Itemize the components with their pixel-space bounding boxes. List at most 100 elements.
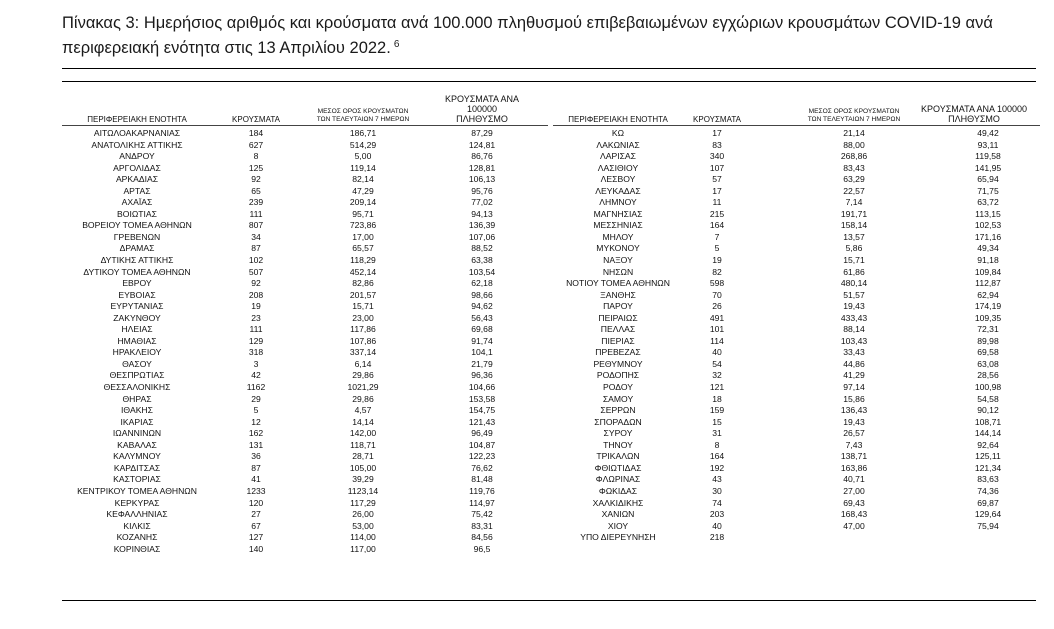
avg-cell: 83,43 xyxy=(843,162,865,173)
cases-cell: 102 xyxy=(248,255,264,266)
region-cell: ΣΕΡΡΩΝ xyxy=(600,405,636,416)
avg-cell: 723,86 xyxy=(349,220,377,231)
cases-cell: 82 xyxy=(712,266,722,277)
header-cases: ΚΡΟΥΣΜΑΤΑ xyxy=(232,115,280,124)
region-cell: ΑΡΤΑΣ xyxy=(123,185,151,196)
table-row: ΣΠΟΡΑΔΩΝ 15 19,43 108,71 xyxy=(553,417,1040,429)
header-avg: ΜΕΣΟΣ ΟΡΟΣ ΚΡΟΥΣΜΑΤΩΝ ΤΩΝ ΤΕΛΕΥΤΑΙΩΝ 7 Η… xyxy=(309,108,417,124)
cases-cell: 29 xyxy=(251,393,261,404)
avg-cell: 41,29 xyxy=(843,370,865,381)
cases-cell: 34 xyxy=(251,231,261,242)
table-row: ΒΟΙΩΤΙΑΣ 111 95,71 94,13 xyxy=(62,209,548,221)
avg-cell: 452,14 xyxy=(349,266,377,277)
cases-cell: 83 xyxy=(712,139,722,150)
region-cell: ΜΑΓΝΗΣΙΑΣ xyxy=(593,208,643,219)
avg-cell: 186,71 xyxy=(349,128,377,138)
avg-cell: 433,43 xyxy=(840,312,868,323)
table-left-half: ΠΕΡΙΦΕΡΕΙΑΚΗ ΕΝΟΤΗΤΑ ΚΡΟΥΣΜΑΤΑ ΜΕΣΟΣ ΟΡΟ… xyxy=(62,94,548,598)
table-row: ΙΚΑΡΙΑΣ 12 14,14 121,43 xyxy=(62,417,548,429)
cases-cell: 203 xyxy=(709,509,725,520)
avg-cell: 119,14 xyxy=(350,162,376,173)
avg-cell: 163,86 xyxy=(840,462,868,473)
avg-cell: 47,29 xyxy=(352,185,374,196)
region-cell: ΕΥΒΟΙΑΣ xyxy=(118,289,156,300)
region-cell: ΔΥΤΙΚΗΣ ΑΤΤΙΚΗΣ xyxy=(100,255,174,266)
top-rule xyxy=(62,68,1036,69)
per100k-cell: 121,43 xyxy=(468,416,496,427)
per100k-cell: 114,97 xyxy=(469,497,495,508)
per100k-cell: 96,36 xyxy=(471,370,493,381)
avg-cell: 337,14 xyxy=(349,347,377,358)
per100k-cell: 129,64 xyxy=(974,509,1002,520)
header-underline-right xyxy=(553,125,1040,126)
region-cell: ΚΙΛΚΙΣ xyxy=(123,520,151,531)
region-cell: ΞΑΝΘΗΣ xyxy=(600,289,636,300)
per100k-cell: 95,76 xyxy=(471,185,493,196)
region-cell: ΣΠΟΡΑΔΩΝ xyxy=(594,416,642,427)
per100k-cell: 102,53 xyxy=(974,220,1002,231)
caption-footnote: 6 xyxy=(393,39,400,50)
cases-cell: 1162 xyxy=(246,382,266,393)
per100k-cell: 81,48 xyxy=(471,474,493,485)
region-cell: ΕΥΡΥΤΑΝΙΑΣ xyxy=(110,301,164,312)
avg-cell: 88,00 xyxy=(843,139,865,150)
cases-cell: 164 xyxy=(709,220,725,231)
avg-cell: 117,29 xyxy=(350,497,376,508)
per100k-cell: 69,68 xyxy=(471,324,493,335)
cases-cell: 239 xyxy=(248,197,264,208)
avg-cell: 4,57 xyxy=(354,405,372,416)
per100k-cell: 104,1 xyxy=(471,347,493,358)
table-row: ΑΙΤΩΛΟΑΚΑΡΝΑΝΙΑΣ 184 186,71 87,29 xyxy=(62,128,548,140)
avg-cell: 22,57 xyxy=(843,185,865,196)
per100k-cell: 54,58 xyxy=(977,393,999,404)
cases-cell: 318 xyxy=(248,347,264,358)
table-row: ΘΗΡΑΣ 29 29,86 153,58 xyxy=(62,394,548,406)
table-row: ΛΑΡΙΣΑΣ 340 268,86 119,58 xyxy=(553,151,1040,163)
avg-cell: 29,86 xyxy=(352,370,374,381)
avg-cell: 69,43 xyxy=(843,497,865,508)
cases-cell: 5 xyxy=(253,405,259,416)
avg-cell: 142,00 xyxy=(349,428,377,439)
avg-cell: 114,00 xyxy=(350,532,376,543)
region-cell: ΑΝΑΤΟΛΙΚΗΣ ΑΤΤΙΚΗΣ xyxy=(91,139,183,150)
region-cell: ΧΑΝΙΩΝ xyxy=(601,509,635,520)
per100k-cell: 91,74 xyxy=(471,335,493,346)
table-row: ΛΗΜΝΟΥ 11 7,14 63,72 xyxy=(553,197,1040,209)
region-cell: ΕΒΡΟΥ xyxy=(122,278,152,289)
header-per100k-line2: ΠΛΗΘΥΣΜΟ xyxy=(456,114,508,124)
cases-cell: 111 xyxy=(249,324,263,335)
avg-cell: 1123,14 xyxy=(347,485,379,496)
cases-cell: 65 xyxy=(251,185,261,196)
cases-cell: 17 xyxy=(712,128,722,138)
table-row: ΠΙΕΡΙΑΣ 114 103,43 89,98 xyxy=(553,336,1040,348)
region-cell: ΥΠΟ ΔΙΕΡΕΥΝΗΣΗ xyxy=(580,532,656,543)
avg-cell: 15,71 xyxy=(843,255,865,266)
avg-cell: 17,00 xyxy=(352,231,374,242)
cases-cell: 164 xyxy=(709,451,725,462)
avg-cell: 27,00 xyxy=(843,485,865,496)
region-cell: ΤΡΙΚΑΛΩΝ xyxy=(596,451,640,462)
avg-cell: 26,57 xyxy=(843,428,865,439)
region-cell: ΛΑΡΙΣΑΣ xyxy=(600,151,636,162)
avg-cell: 19,43 xyxy=(843,301,865,312)
table-row: ΑΡΓΟΛΙΔΑΣ 125 119,14 128,81 xyxy=(62,163,548,175)
cases-cell: 340 xyxy=(709,151,725,162)
cases-cell: 192 xyxy=(709,462,725,473)
cases-cell: 17 xyxy=(712,185,722,196)
avg-cell: 191,71 xyxy=(840,208,868,219)
cases-cell: 114 xyxy=(710,335,724,346)
region-cell: ΑΧΑΪΑΣ xyxy=(121,197,153,208)
per100k-cell: 63,38 xyxy=(471,255,493,266)
per100k-cell: 125,11 xyxy=(975,451,1001,462)
per100k-cell: 94,62 xyxy=(471,301,493,312)
table-row: ΚΟΖΑΝΗΣ 127 114,00 84,56 xyxy=(62,532,548,544)
region-cell: ΧΑΛΚΙΔΙΚΗΣ xyxy=(592,497,644,508)
avg-cell: 15,71 xyxy=(352,301,374,312)
region-cell: ΑΡΚΑΔΙΑΣ xyxy=(115,174,159,185)
cases-cell: 131 xyxy=(248,439,264,450)
avg-cell: 95,71 xyxy=(352,208,374,219)
avg-cell: 39,29 xyxy=(352,474,374,485)
cases-cell: 19 xyxy=(251,301,261,312)
per100k-cell: 98,66 xyxy=(471,289,493,300)
table-row: ΛΕΣΒΟΥ 57 63,29 65,94 xyxy=(553,174,1040,186)
